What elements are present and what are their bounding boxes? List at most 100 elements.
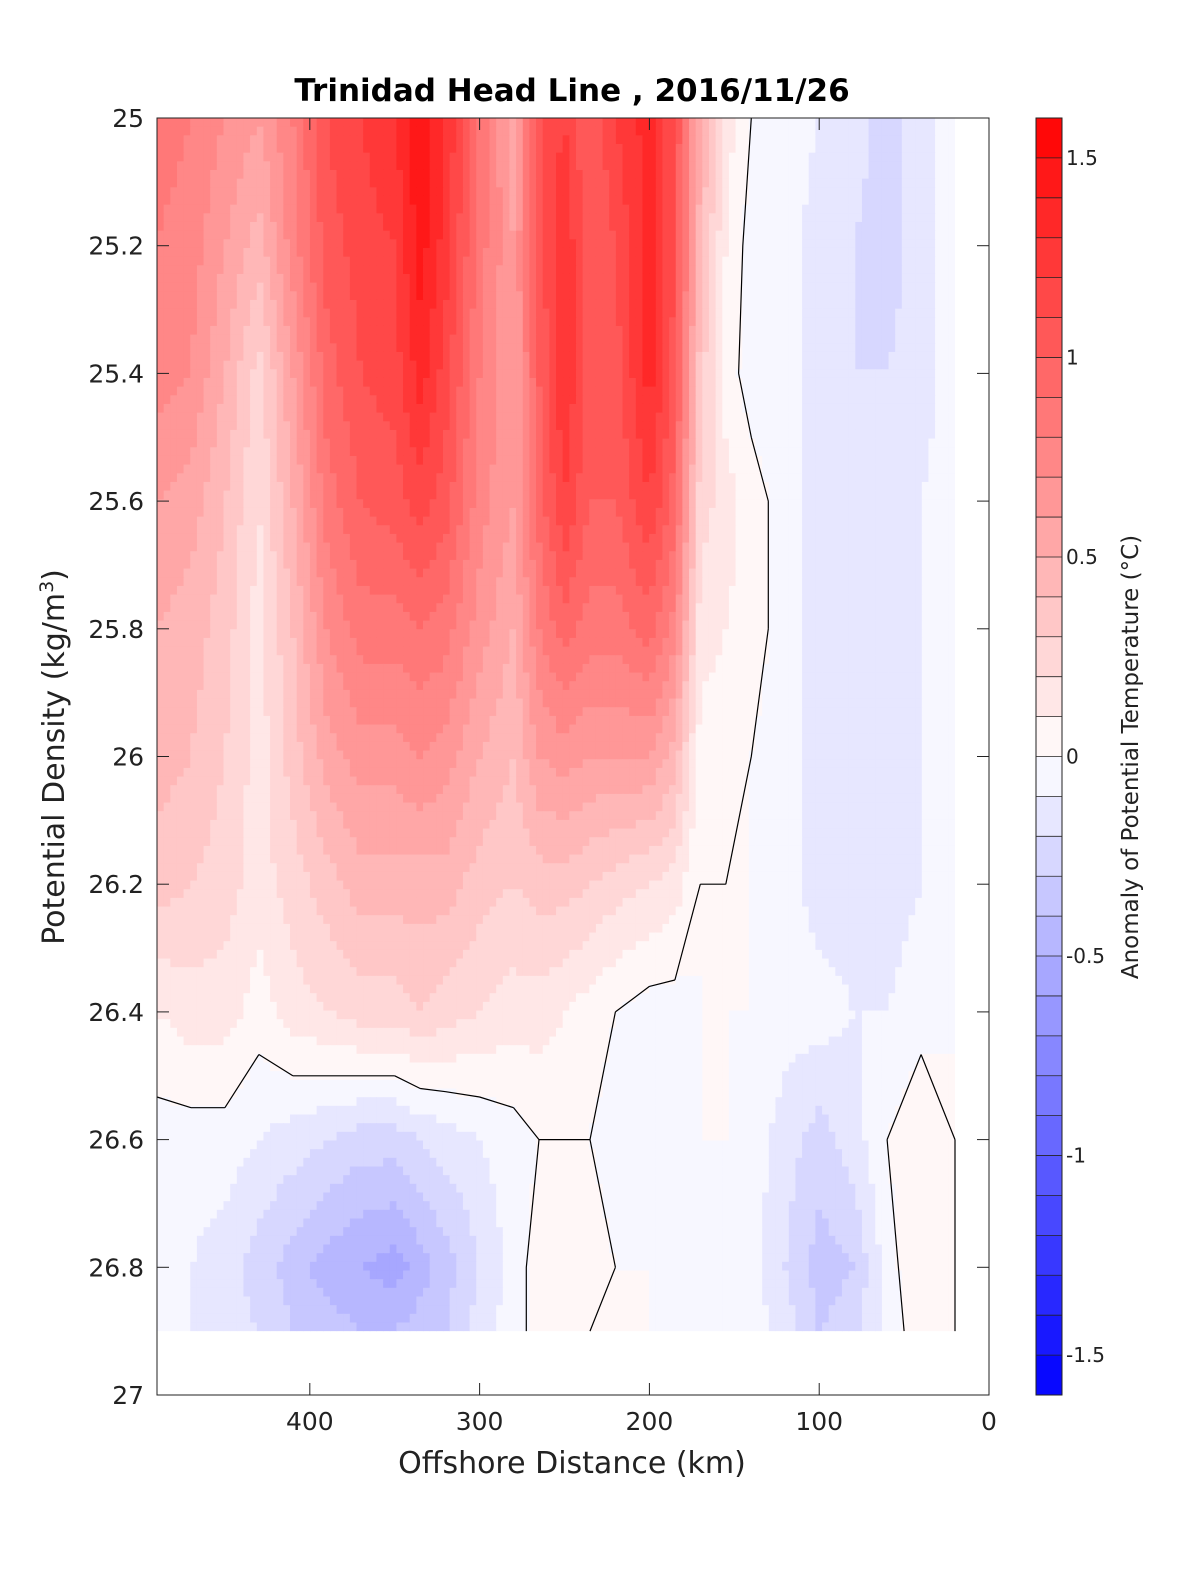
contour-cell xyxy=(256,118,265,128)
contour-cell xyxy=(855,187,863,197)
contour-cell xyxy=(562,455,570,466)
contour-cell xyxy=(163,360,171,370)
contour-cell xyxy=(263,187,271,197)
contour-cell xyxy=(316,403,324,414)
contour-cell xyxy=(403,317,411,327)
contour-cell xyxy=(190,360,198,370)
contour-cell xyxy=(423,395,431,405)
contour-cell xyxy=(170,204,178,214)
contour-cell xyxy=(689,230,697,240)
contour-cell xyxy=(256,247,265,258)
contour-cell xyxy=(908,395,916,405)
contour-cell xyxy=(715,230,723,240)
contour-cell xyxy=(323,473,331,483)
contour-cell xyxy=(915,152,923,162)
contour-cell xyxy=(256,213,265,223)
contour-cell xyxy=(502,473,511,483)
contour-cell xyxy=(682,161,690,171)
contour-cell xyxy=(343,135,351,145)
contour-cell xyxy=(815,395,823,405)
contour-cell xyxy=(283,395,291,405)
contour-cell xyxy=(216,256,225,266)
contour-cell xyxy=(742,395,750,405)
contour-cell xyxy=(476,273,484,284)
contour-cell xyxy=(655,247,664,258)
contour-cell xyxy=(509,239,517,249)
contour-cell xyxy=(569,438,577,448)
contour-cell xyxy=(735,213,743,223)
contour-cell xyxy=(429,265,437,275)
contour-cell xyxy=(316,308,324,318)
contour-cell xyxy=(190,169,198,180)
contour-cell xyxy=(516,144,524,154)
contour-cell xyxy=(276,395,284,405)
contour-cell xyxy=(695,265,703,275)
contour-cell xyxy=(589,412,597,422)
contour-cell xyxy=(615,161,624,171)
contour-cell xyxy=(436,135,444,145)
contour-cell xyxy=(841,447,850,457)
contour-cell xyxy=(941,273,949,284)
contour-cell xyxy=(536,239,544,249)
contour-cell xyxy=(429,447,437,457)
contour-cell xyxy=(562,403,570,414)
contour-cell xyxy=(635,369,644,379)
contour-cell xyxy=(163,308,171,318)
contour-cell xyxy=(928,317,936,327)
contour-cell xyxy=(542,247,550,258)
contour-cell xyxy=(928,126,936,136)
contour-cell xyxy=(788,377,797,388)
contour-cell xyxy=(323,273,331,284)
contour-cell xyxy=(762,421,770,431)
contour-cell xyxy=(522,152,531,162)
contour-cell xyxy=(316,369,324,379)
contour-cell xyxy=(675,421,683,431)
contour-cell xyxy=(728,118,737,128)
contour-cell xyxy=(469,447,477,457)
contour-cell xyxy=(456,187,464,197)
contour-cell xyxy=(881,464,890,474)
contour-cell xyxy=(403,412,411,422)
contour-cell xyxy=(323,377,331,388)
contour-cell xyxy=(609,360,617,370)
contour-cell xyxy=(662,403,670,414)
contour-cell xyxy=(309,299,318,310)
contour-cell xyxy=(449,273,457,284)
contour-cell xyxy=(881,204,890,214)
contour-cell xyxy=(469,282,477,292)
contour-cell xyxy=(589,473,597,483)
contour-cell xyxy=(808,360,816,370)
contour-cell xyxy=(595,230,604,240)
contour-cell xyxy=(403,455,411,466)
contour-cell xyxy=(243,395,251,405)
contour-cell xyxy=(782,161,790,171)
contour-cell xyxy=(462,403,471,414)
contour-cell xyxy=(948,204,956,214)
contour-cell xyxy=(536,351,544,362)
contour-cell xyxy=(881,256,890,266)
contour-cell xyxy=(675,221,683,232)
contour-cell xyxy=(223,455,231,466)
contour-cell xyxy=(649,325,657,336)
contour-cell xyxy=(469,343,477,353)
contour-cell xyxy=(356,282,364,292)
contour-cell xyxy=(602,213,610,223)
contour-cell xyxy=(556,118,564,128)
contour-cell xyxy=(409,334,417,344)
contour-cell xyxy=(389,403,398,414)
contour-cell xyxy=(841,377,850,388)
contour-cell xyxy=(509,118,517,128)
contour-cell xyxy=(336,325,344,336)
contour-cell xyxy=(183,343,191,353)
contour-cell xyxy=(276,273,284,284)
contour-cell xyxy=(216,187,225,197)
contour-cell xyxy=(456,464,464,474)
contour-cell xyxy=(928,412,936,422)
contour-cell xyxy=(908,325,916,336)
contour-cell xyxy=(216,169,225,180)
contour-cell xyxy=(349,144,358,154)
contour-cell xyxy=(423,221,431,232)
contour-cell xyxy=(283,421,291,431)
contour-cell xyxy=(383,221,391,232)
contour-cell xyxy=(908,317,916,327)
